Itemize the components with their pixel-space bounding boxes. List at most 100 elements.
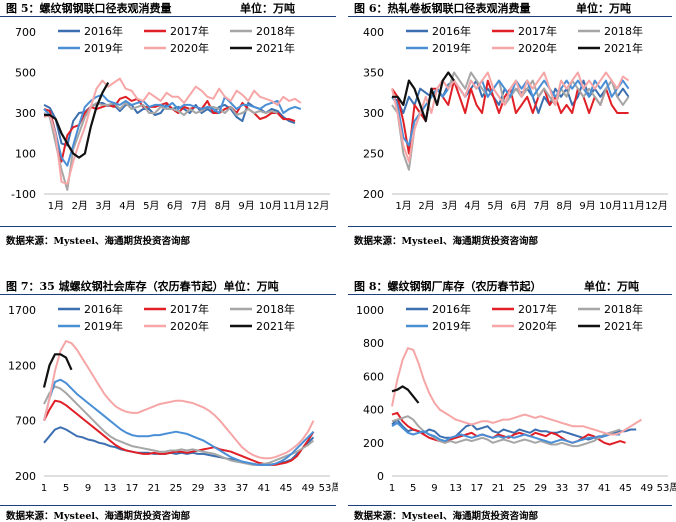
x-tick-label: 1 — [389, 483, 395, 494]
panel-fig8: 图 8：螺纹钢钢厂库存（农历春节起） 单位：万吨 0 200 400 600 800 10… — [348, 278, 676, 522]
x-tick-label: 13 — [449, 483, 462, 494]
x-tick-label: 17 — [126, 483, 139, 494]
y-tick-label: 1000 — [356, 304, 384, 317]
x-tick-label: 8月 — [215, 200, 231, 212]
y-tick-label: 400 — [363, 404, 384, 417]
panel-title: 图 6：热轧卷板钢联口径表观消费量 — [354, 2, 531, 15]
x-tick-label: 25 — [170, 483, 183, 494]
x-tick-label: 6月 — [167, 200, 183, 212]
legend-label-2017: 2017年 — [170, 24, 209, 38]
legend-label-2018: 2018年 — [256, 24, 295, 38]
panel-unit: 单位：万吨 — [576, 2, 631, 15]
panel-unit: 单位：万吨 — [584, 280, 639, 293]
x-tick-label: 12月 — [307, 200, 330, 212]
legend-label-2017: 2017年 — [170, 302, 209, 316]
x-tick-label: 45 — [619, 483, 632, 494]
x-tick-label: 41 — [258, 483, 271, 494]
x-tick-label: 11月 — [622, 200, 645, 212]
series-line-2021 — [42, 353, 73, 388]
y-tick-label: 300 — [15, 107, 36, 120]
x-tick-label: 17 — [471, 483, 484, 494]
x-tick-label: 25 — [513, 483, 526, 494]
legend-label-2016: 2016年 — [84, 302, 123, 316]
x-tick-label: 9月 — [238, 200, 254, 212]
x-tick-label: 1月 — [395, 200, 411, 212]
series-line-2018 — [43, 385, 315, 466]
x-tick-label: 41 — [598, 483, 611, 494]
series-line-2021 — [391, 385, 420, 404]
x-tick-label: 37 — [236, 483, 249, 494]
panel-title: 图 7：35 城螺纹钢社会库存（农历春节起）单位：万吨 — [6, 280, 279, 293]
bottom-rule — [348, 226, 672, 227]
x-tick-label: 4月 — [119, 200, 135, 212]
x-tick-label: 5月 — [487, 200, 503, 212]
x-tick-label: 5月 — [143, 200, 159, 212]
x-tick-label: 45 — [280, 483, 293, 494]
bottom-rule — [0, 505, 336, 506]
x-tick-label: 1月 — [48, 200, 64, 212]
x-tick-label: 10月 — [259, 200, 282, 212]
legend-label-2019: 2019年 — [432, 319, 471, 333]
x-tick-label: 21 — [492, 483, 505, 494]
y-tick-label: 300 — [363, 107, 384, 120]
y-tick-label: 1700 — [8, 304, 36, 317]
legend-label-2021: 2021年 — [256, 41, 295, 55]
x-tick-label: 9月 — [579, 200, 595, 212]
series-line-2021 — [392, 71, 455, 123]
x-tick-label: 29 — [534, 483, 547, 494]
y-tick-label: 700 — [15, 415, 36, 428]
y-tick-label: 0 — [377, 470, 384, 483]
y-tick-label: 350 — [363, 67, 384, 80]
panel-unit: 单位：万吨 — [240, 2, 295, 15]
x-tick-label: 12月 — [645, 200, 668, 212]
series-line-2020 — [391, 71, 630, 163]
panel-title: 图 8：螺纹钢钢厂库存（农历春节起） — [354, 280, 542, 293]
panel-fig5: 图 5：螺纹钢钢联口径表观消费量 单位：万吨 -100 100 300 500 700 1… — [0, 0, 338, 260]
x-tick-label: 7月 — [191, 200, 207, 212]
top-rule — [348, 16, 672, 17]
x-tick-label: 10月 — [599, 200, 622, 212]
x-tick-label: 29 — [192, 483, 205, 494]
bottom-rule — [0, 226, 336, 227]
x-tick-label: 3月 — [95, 200, 111, 212]
legend-label-2020: 2020年 — [170, 319, 209, 333]
panel-source: 数据来源：Mysteel、海通期货投资咨询部 — [6, 236, 190, 247]
legend-label-2016: 2016年 — [84, 24, 123, 38]
x-tick-label: 2月 — [72, 200, 88, 212]
y-tick-label: 200 — [15, 470, 36, 483]
top-rule — [0, 16, 336, 17]
y-tick-label: -100 — [11, 188, 36, 201]
legend-label-2016: 2016年 — [432, 302, 471, 316]
series-line-2020 — [391, 347, 643, 436]
y-tick-label: 1200 — [8, 359, 36, 372]
legend-label-2020: 2020年 — [518, 41, 557, 55]
panel-source: 数据来源：Mysteel、海通期货投资咨询部 — [354, 511, 538, 522]
x-tick-label: 9 — [431, 483, 437, 494]
series-line-2019 — [391, 421, 621, 444]
y-tick-label: 500 — [15, 67, 36, 80]
legend-label-2021: 2021年 — [604, 41, 643, 55]
legend-label-2019: 2019年 — [84, 41, 123, 55]
x-tick-label: 9 — [85, 483, 91, 494]
x-tick-label: 8月 — [556, 200, 572, 212]
panel-title: 图 5：螺纹钢钢联口径表观消费量 — [6, 2, 172, 15]
y-tick-label: 400 — [363, 26, 384, 39]
top-rule — [348, 294, 672, 295]
y-tick-label: 250 — [363, 148, 384, 161]
legend-label-2016: 2016年 — [432, 24, 471, 38]
x-tick-label: 13 — [104, 483, 117, 494]
y-tick-label: 200 — [363, 188, 384, 201]
x-tick-label: 49 — [302, 483, 315, 494]
series-line-2019 — [43, 93, 302, 167]
legend-label-2020: 2020年 — [170, 41, 209, 55]
chart-fig6: 200 250 300 350 400 1月 2月 3月 4月 5月 6月 7月 8月 9月 10月 11月 1… — [363, 24, 668, 212]
x-tick-label: 53周 — [319, 482, 338, 494]
x-tick-label: 6月 — [510, 200, 526, 212]
legend-label-2018: 2018年 — [604, 24, 643, 38]
bottom-rule — [348, 505, 672, 506]
x-tick-label: 21 — [148, 483, 161, 494]
x-tick-label: 2月 — [418, 200, 434, 212]
legend-label-2019: 2019年 — [432, 41, 471, 55]
x-tick-label: 49 — [640, 483, 653, 494]
y-tick-label: 800 — [363, 337, 384, 350]
